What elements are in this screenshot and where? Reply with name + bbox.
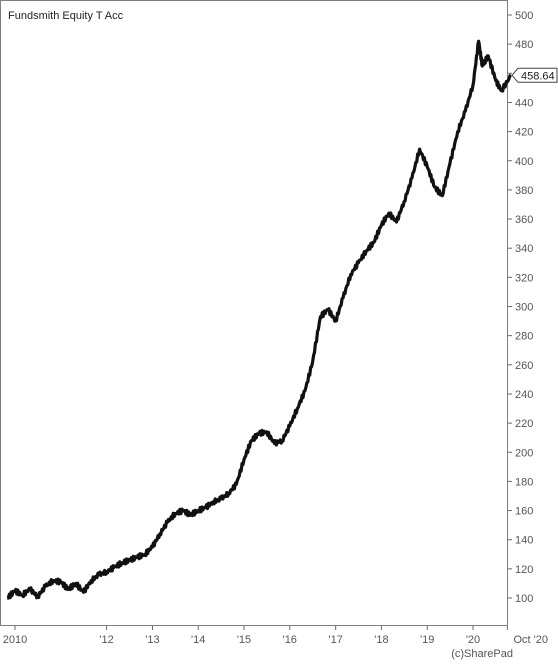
x-tick-label: '13 [145,634,159,646]
y-tick-label: 360 [515,214,533,226]
y-tick-label: 180 [515,476,533,488]
x-tick-label: '20 [466,634,480,646]
y-tick-label: 200 [515,447,533,459]
x-tick-label: '19 [420,634,434,646]
y-tick-label: 280 [515,331,533,343]
y-tick-label: 440 [515,97,533,109]
x-tick-label: '14 [191,634,205,646]
chart-title: Fundsmith Equity T Acc [8,10,124,22]
last-value-marker: 458.64 [511,67,558,83]
x-tick-label: '12 [99,634,113,646]
plot-area [0,0,508,626]
y-tick-label: 120 [515,564,533,576]
y-tick-label: 160 [515,506,533,518]
x-tick-label: '17 [329,634,343,646]
y-tick-label: 240 [515,389,533,401]
y-tick-label: 300 [515,302,533,314]
x-tick-label: '16 [283,634,297,646]
y-tick-label: 340 [515,243,533,255]
price-series-line [6,39,512,600]
series-layer [6,39,512,600]
y-tick-label: 220 [515,418,533,430]
y-axis: 100 120 140 160 180 200 220 240 260 280 300 320 340 3… [508,10,533,605]
y-tick-label: 500 [515,10,533,22]
x-tick-label: '18 [374,634,388,646]
y-tick-label: 260 [515,360,533,372]
y-tick-label: 420 [515,127,533,139]
y-tick-label: 140 [515,535,533,547]
x-axis: 2010 '12 '13 '14 '15 '16 '17 '18 '19 '20 Oct '20 [3,626,548,646]
y-tick-label: 480 [515,39,533,51]
y-tick-label: 380 [515,185,533,197]
x-tick-label: '15 [237,634,251,646]
y-tick-label: 400 [515,156,533,168]
last-value-tag [511,67,558,83]
last-value-label: 458.64 [521,70,555,82]
x-tick-label: Oct '20 [513,634,548,646]
y-tick-label: 320 [515,272,533,284]
watermark: (c)SharePad [451,648,513,660]
y-tick-label: 100 [515,593,533,605]
x-tick-label: 2010 [3,634,27,646]
